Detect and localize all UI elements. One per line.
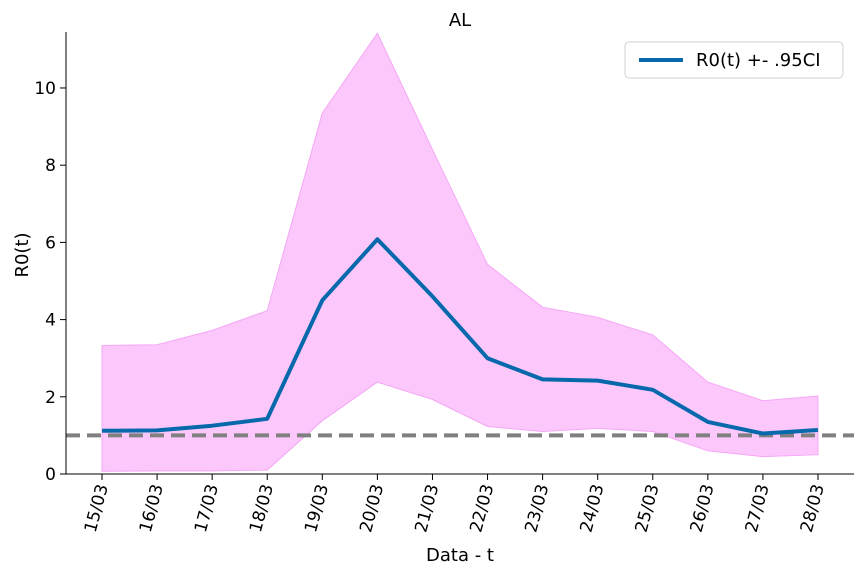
x-ticks: 15/03 16/03 17/03 18/03 19/03 20/03 21/03 22/03… <box>81 474 829 535</box>
x-tick-label: 23/03 <box>521 482 553 535</box>
legend-box <box>624 41 844 79</box>
x-tick-label: 22/03 <box>466 482 498 535</box>
x-tick-label: 16/03 <box>136 482 168 535</box>
x-tick-label: 15/03 <box>81 482 113 535</box>
y-tick-label: 0 <box>45 465 56 485</box>
x-tick-label: 19/03 <box>301 482 333 535</box>
x-tick-label: 21/03 <box>411 482 443 535</box>
y-ticks: 0 2 4 6 8 10 <box>34 79 66 485</box>
x-tick-label: 25/03 <box>632 482 664 535</box>
y-tick-label: 10 <box>34 79 56 99</box>
x-axis-label: Data - t <box>426 545 494 566</box>
y-tick-label: 2 <box>45 388 56 408</box>
legend: R0(t) +- .95CI <box>624 41 844 79</box>
series-line <box>101 237 819 436</box>
y-tick-label: 8 <box>45 156 56 176</box>
x-tick-label: 20/03 <box>356 482 388 535</box>
x-tick-label: 24/03 <box>577 482 609 535</box>
x-tick-label: 17/03 <box>191 482 223 535</box>
x-tick-label: 26/03 <box>687 482 719 535</box>
chart-title: AL <box>449 10 471 31</box>
x-tick-label: 27/03 <box>742 482 774 535</box>
ci-band <box>101 32 819 472</box>
y-axis-label: R0(t) <box>12 232 33 277</box>
y-tick-label: 6 <box>45 233 56 253</box>
series-line-layer <box>101 237 819 436</box>
legend-entry-label: R0(t) +- .95CI <box>696 50 821 71</box>
x-tick-label: 28/03 <box>797 482 829 535</box>
y-tick-label: 4 <box>45 311 56 331</box>
ci-band-layer <box>101 32 819 472</box>
x-tick-label: 18/03 <box>246 482 278 535</box>
